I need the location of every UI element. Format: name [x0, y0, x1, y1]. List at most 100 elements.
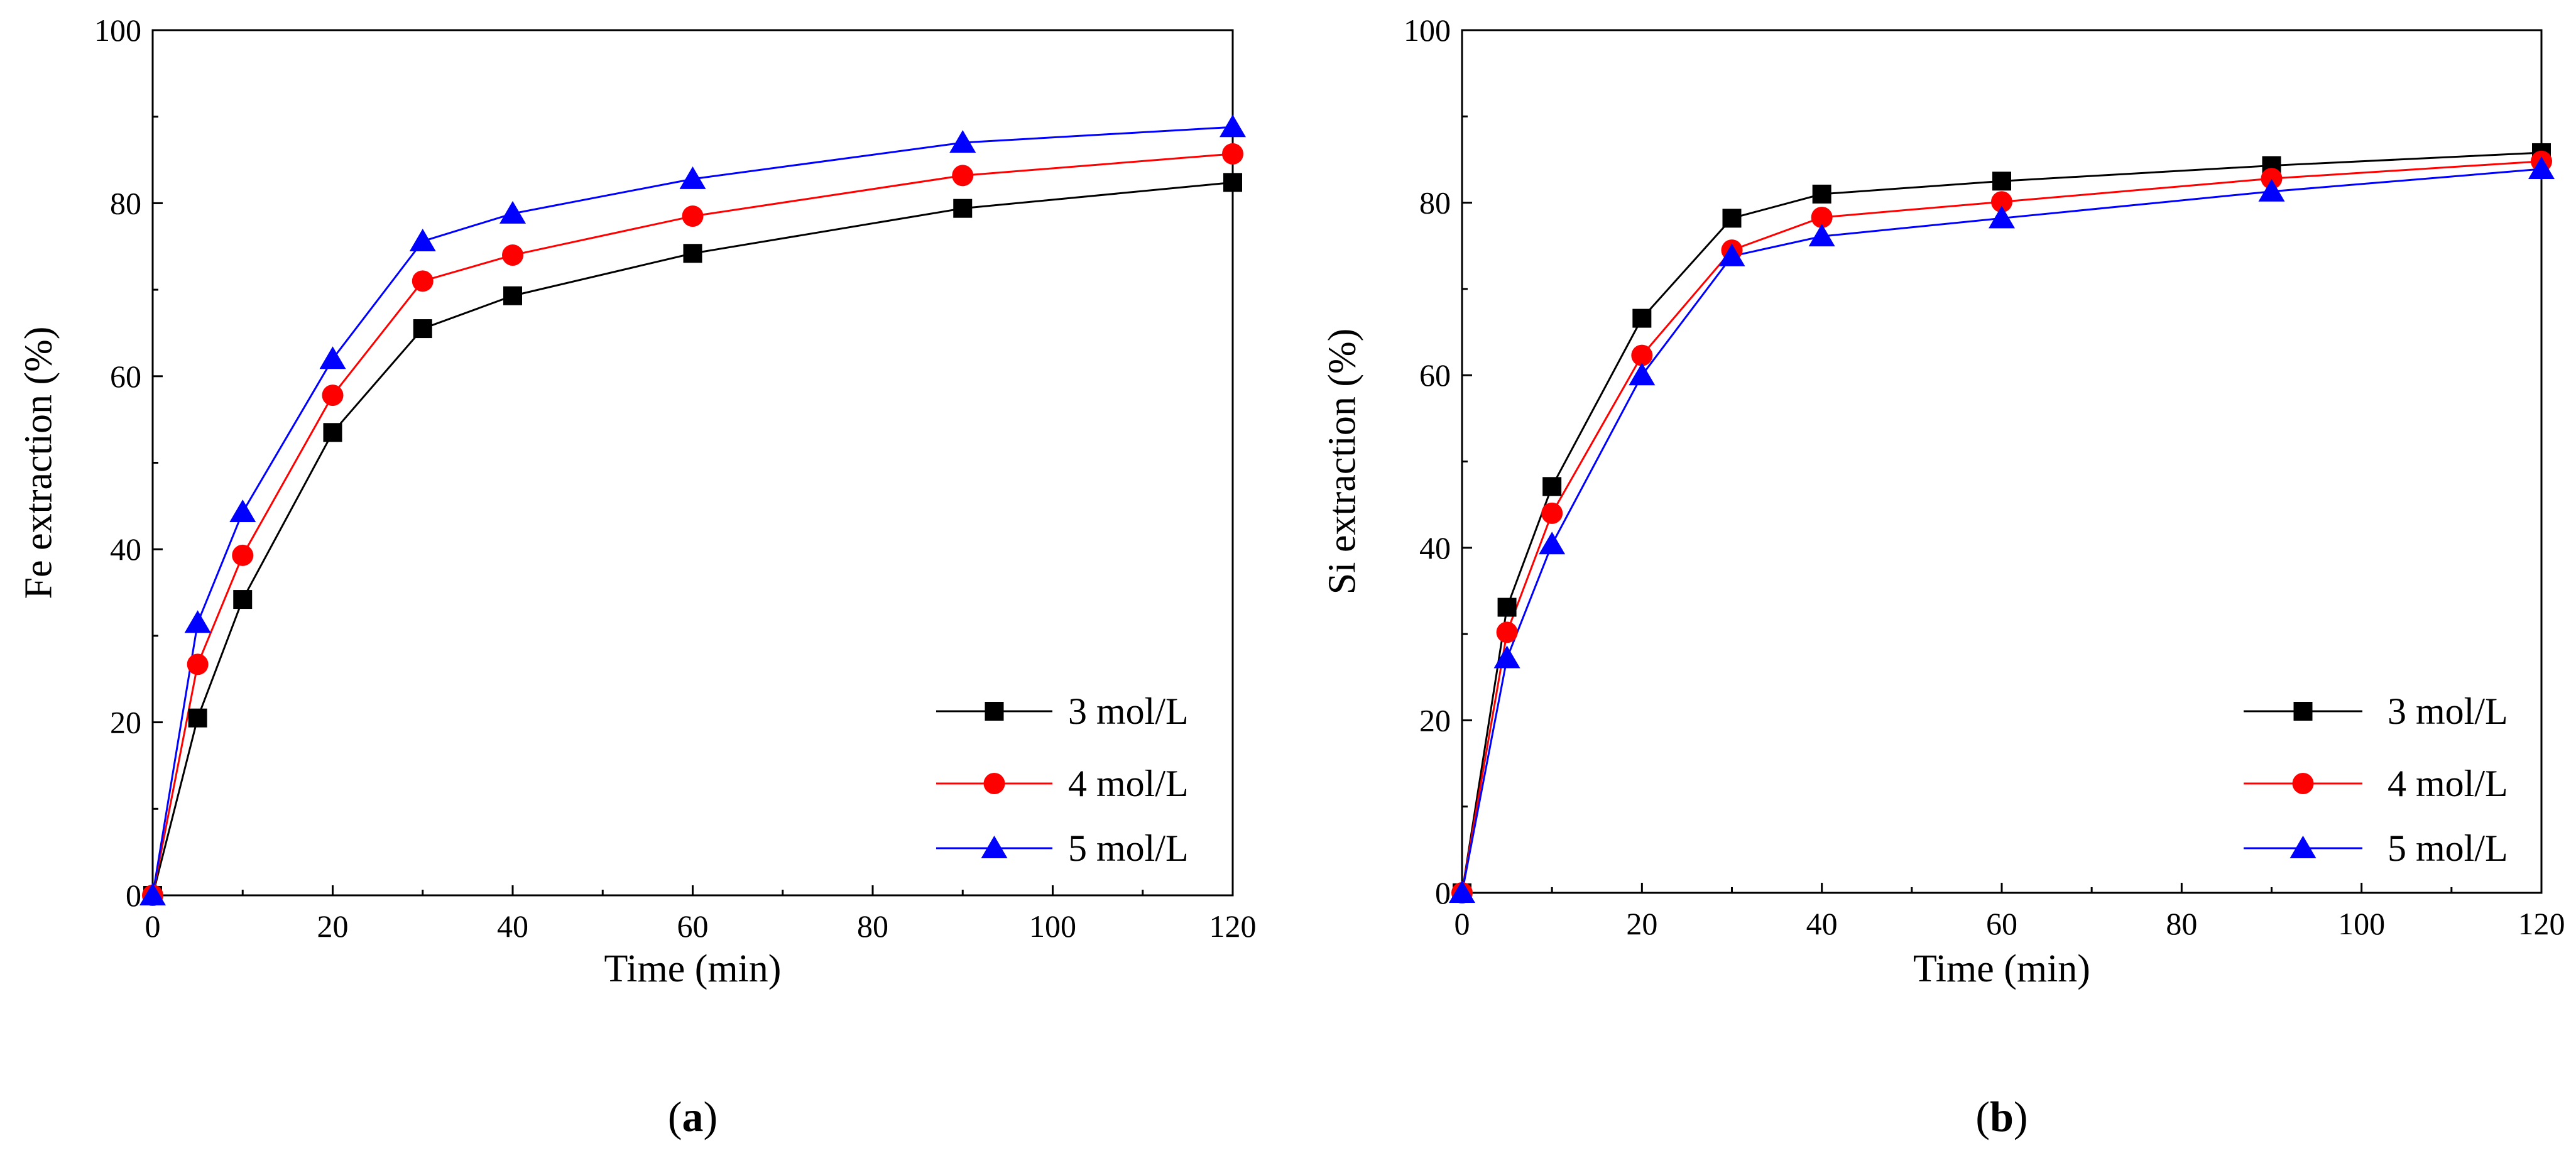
y-tick-label: 0 — [1435, 875, 1451, 910]
data-point — [187, 653, 209, 675]
x-tick-label: 80 — [857, 909, 888, 944]
data-point — [1808, 224, 1835, 247]
series-line-4mol — [1461, 160, 2542, 893]
data-point — [1497, 598, 1517, 617]
data-point — [499, 200, 526, 224]
data-point — [1629, 363, 1656, 386]
data-point — [233, 590, 253, 609]
x-tick-label: 0 — [1454, 906, 1470, 941]
y-tick-label: 20 — [1419, 702, 1451, 738]
x-tick-label: 20 — [1626, 906, 1657, 941]
data-point — [1722, 209, 1742, 228]
y-tick-label: 40 — [1419, 530, 1451, 565]
legend-marker — [2289, 836, 2317, 858]
panel-b: 0 20 40 60 80 100 120 0 20 40 60 80 100 Time (min) Si … — [1321, 13, 2565, 1140]
data-point — [323, 423, 342, 442]
y-axis: 0 20 40 60 80 100 — [1404, 13, 1472, 910]
data-point — [953, 199, 973, 218]
legend-marker — [2292, 773, 2314, 794]
data-point — [502, 244, 523, 266]
y-axis-title: Si extraction (%) — [1321, 329, 1364, 595]
series-line-5mol — [1461, 168, 2542, 893]
data-point — [1631, 344, 1653, 366]
y-tick-label: 100 — [94, 13, 141, 48]
data-point — [184, 610, 211, 633]
legend-label: 4 mol/L — [1068, 763, 1189, 804]
x-axis: 0 20 40 60 80 100 120 — [1454, 883, 2565, 941]
data-point — [412, 270, 434, 292]
data-point — [319, 346, 346, 369]
data-point — [1449, 880, 1475, 903]
x-tick-label: 0 — [145, 909, 161, 944]
data-point — [1542, 477, 1562, 496]
legend-label: 5 mol/L — [1068, 827, 1189, 869]
data-point — [1989, 205, 2015, 229]
data-point — [409, 228, 436, 251]
data-point — [1222, 143, 1243, 165]
x-axis: 0 20 40 60 80 100 120 — [145, 885, 1257, 944]
data-point — [2261, 168, 2283, 190]
data-point — [1991, 191, 2012, 213]
data-point — [1718, 243, 1745, 266]
data-point — [682, 205, 704, 227]
legend-label: 5 mol/L — [2388, 827, 2508, 869]
legend-label: 4 mol/L — [2388, 763, 2508, 804]
data-point — [683, 244, 702, 263]
y-tick-label: 20 — [110, 705, 141, 740]
y-tick-label: 100 — [1404, 13, 1451, 48]
panel-label: (a) — [668, 1093, 718, 1140]
legend-marker — [985, 702, 1004, 721]
data-point — [1223, 173, 1242, 192]
data-point — [949, 130, 976, 153]
data-point — [1496, 621, 1518, 643]
data-point — [1992, 172, 2011, 191]
x-tick-label: 120 — [2518, 906, 2565, 941]
panel-a: 0 20 40 60 80 100 120 0 20 40 60 80 100 Time (min) Fe … — [18, 13, 1257, 1140]
legend-label: 3 mol/L — [1068, 691, 1189, 732]
data-point — [1539, 532, 1566, 555]
data-point — [2528, 156, 2555, 180]
series-markers-5mol — [1449, 156, 2555, 903]
x-tick-label: 20 — [317, 909, 349, 944]
legend-marker — [983, 773, 1005, 794]
series-markers-5mol — [139, 114, 1246, 905]
series-group — [139, 114, 1246, 906]
x-tick-label: 60 — [677, 909, 709, 944]
data-point — [1632, 308, 1652, 328]
x-tick-label: 60 — [1986, 906, 2017, 941]
x-axis-title: Time (min) — [1913, 947, 2090, 990]
data-point — [2258, 178, 2285, 202]
data-point — [232, 544, 254, 566]
data-point — [1220, 114, 1246, 138]
y-tick-label: 80 — [110, 185, 141, 221]
y-axis: 0 20 40 60 80 100 — [94, 13, 163, 913]
series-markers-4mol — [1451, 150, 2552, 904]
series-group — [1449, 143, 2555, 904]
data-point — [1811, 206, 1833, 228]
data-point — [322, 385, 344, 407]
x-tick-label: 100 — [2338, 906, 2385, 941]
data-point — [952, 165, 974, 187]
y-tick-label: 60 — [110, 359, 141, 394]
data-point — [1541, 502, 1563, 524]
data-point — [1493, 645, 1520, 669]
series-markers-3mol — [1453, 143, 2551, 902]
data-point — [1812, 184, 1831, 204]
series-line-3mol — [1461, 151, 2542, 893]
legend: 3 mol/L 4 mol/L 5 mol/L — [936, 691, 1189, 869]
legend-marker — [2293, 702, 2313, 721]
legend-marker — [981, 836, 1008, 858]
y-tick-label: 60 — [1419, 358, 1451, 393]
x-tick-label: 120 — [1209, 909, 1257, 944]
data-point — [139, 883, 166, 905]
y-tick-label: 0 — [126, 878, 141, 913]
y-tick-label: 80 — [1419, 185, 1451, 221]
data-point — [188, 708, 207, 728]
x-tick-label: 40 — [497, 909, 528, 944]
x-tick-label: 40 — [1806, 906, 1838, 941]
data-point — [503, 286, 522, 305]
legend-label: 3 mol/L — [2388, 691, 2508, 732]
data-point — [679, 166, 706, 189]
y-tick-label: 40 — [110, 532, 141, 567]
